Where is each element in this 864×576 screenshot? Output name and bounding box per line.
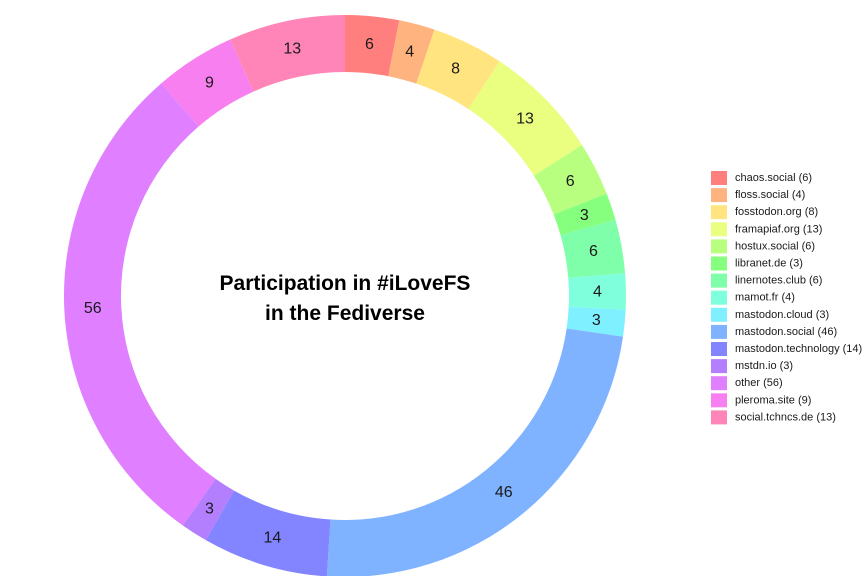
slice-value-label: 8 bbox=[451, 61, 460, 78]
legend-label: hostux.social (6) bbox=[735, 240, 815, 252]
legend-item: hostux.social (6) bbox=[711, 239, 815, 254]
slice-value-label: 46 bbox=[495, 484, 513, 501]
slice-value-label: 13 bbox=[283, 41, 301, 58]
legend-swatch bbox=[711, 239, 727, 254]
legend-item: mastodon.cloud (3) bbox=[711, 307, 829, 322]
legend-label: mastodon.cloud (3) bbox=[735, 309, 829, 321]
legend-label: mamot.fr (4) bbox=[735, 292, 795, 304]
chart-title-line-2: in the Fediverse bbox=[265, 302, 425, 325]
legend-label: mastodon.technology (14) bbox=[735, 343, 862, 355]
legend-item: mstdn.io (3) bbox=[711, 359, 793, 374]
slice-value-label: 3 bbox=[580, 207, 589, 224]
donut-slice-social-tchncs-de bbox=[230, 15, 345, 92]
legend-swatch bbox=[711, 324, 727, 339]
legend-label: chaos.social (6) bbox=[735, 172, 812, 184]
legend-label: fosstodon.org (8) bbox=[735, 206, 818, 218]
legend-item: libranet.de (3) bbox=[711, 256, 803, 271]
legend-label: libranet.de (3) bbox=[735, 258, 803, 270]
legend-label: mastodon.social (46) bbox=[735, 326, 837, 338]
legend-item: pleroma.site (9) bbox=[711, 393, 811, 408]
legend-label: mstdn.io (3) bbox=[735, 360, 793, 372]
legend-item: mastodon.technology (14) bbox=[711, 342, 862, 356]
legend-label: other (56) bbox=[735, 377, 783, 389]
donut-slice-pleroma-site bbox=[161, 39, 254, 127]
legend: chaos.social (6) floss.social (4) fosstodo… bbox=[711, 171, 862, 425]
donut-slice-mastodon-technology bbox=[205, 490, 331, 576]
legend-label: linernotes.club (6) bbox=[735, 275, 822, 287]
donut-slice-mastodon-cloud bbox=[566, 306, 626, 337]
legend-swatch bbox=[711, 307, 727, 322]
legend-label: pleroma.site (9) bbox=[735, 394, 811, 406]
slice-value-label: 6 bbox=[365, 36, 374, 53]
legend-swatch bbox=[711, 188, 727, 203]
legend-swatch bbox=[711, 205, 727, 220]
legend-swatch bbox=[711, 256, 727, 271]
slice-value-label: 13 bbox=[516, 110, 534, 127]
legend-swatch bbox=[711, 290, 727, 305]
legend-label: social.tchncs.de (13) bbox=[735, 411, 836, 423]
chart-title: Participation in #iLoveFS in the Fediver… bbox=[220, 272, 471, 325]
chart-title-line-1: Participation in #iLoveFS bbox=[220, 272, 471, 295]
legend-item: linernotes.club (6) bbox=[711, 273, 822, 288]
donut-slice-fosstodon-org bbox=[416, 29, 500, 109]
legend-item: framapiaf.org (13) bbox=[711, 222, 822, 237]
donut-slice-framapiaf-org bbox=[468, 61, 583, 176]
slice-value-label: 6 bbox=[589, 243, 598, 260]
legend-item: fosstodon.org (8) bbox=[711, 205, 818, 220]
slice-value-label: 56 bbox=[84, 300, 102, 317]
donut-slice-mstdn-io bbox=[182, 478, 235, 541]
legend-swatch bbox=[711, 410, 727, 425]
donut-slice-floss-social bbox=[388, 20, 435, 84]
donut-slice-libranet-de bbox=[553, 193, 616, 236]
legend-item: chaos.social (6) bbox=[711, 171, 812, 185]
legend-swatch bbox=[711, 359, 727, 374]
legend-swatch bbox=[711, 342, 727, 356]
legend-item: mastodon.social (46) bbox=[711, 324, 837, 339]
legend-label: framapiaf.org (13) bbox=[735, 223, 822, 235]
legend-item: other (56) bbox=[711, 376, 783, 391]
legend-item: social.tchncs.de (13) bbox=[711, 410, 836, 425]
slice-value-label: 3 bbox=[592, 312, 601, 329]
donut-slice-hostux-social bbox=[533, 145, 607, 215]
legend-swatch bbox=[711, 222, 727, 237]
donut-slice-chaos-social bbox=[345, 15, 400, 77]
legend-swatch bbox=[711, 376, 727, 391]
slice-value-label: 4 bbox=[593, 283, 602, 300]
slice-value-label: 4 bbox=[405, 43, 414, 60]
legend-label: floss.social (4) bbox=[735, 189, 805, 201]
donut-slice-linernotes-club bbox=[560, 219, 626, 278]
donut-slice-mastodon-social bbox=[326, 328, 624, 576]
legend-item: floss.social (4) bbox=[711, 188, 805, 203]
legend-swatch bbox=[711, 171, 727, 185]
slice-value-label: 14 bbox=[264, 529, 282, 546]
legend-swatch bbox=[711, 273, 727, 288]
donut-slice-other bbox=[63, 83, 216, 526]
donut-slice-mamot-fr bbox=[568, 273, 626, 310]
legend-swatch bbox=[711, 393, 727, 408]
slice-value-label: 6 bbox=[566, 173, 575, 190]
slice-value-label: 9 bbox=[205, 74, 214, 91]
donut-slices bbox=[63, 15, 626, 576]
slice-value-label: 3 bbox=[205, 501, 214, 518]
legend-item: mamot.fr (4) bbox=[711, 290, 795, 305]
